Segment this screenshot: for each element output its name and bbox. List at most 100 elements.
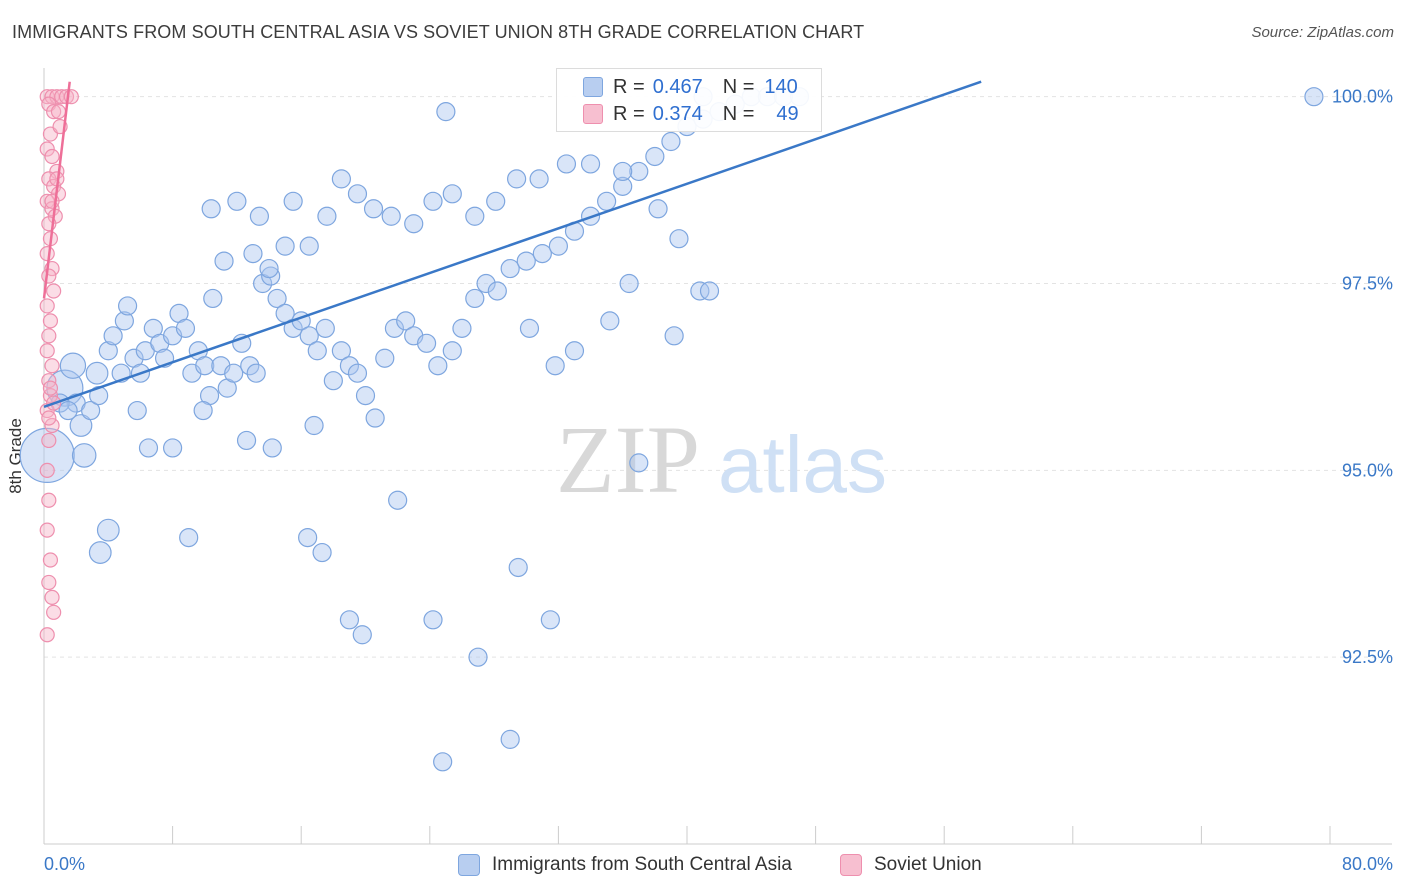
point-south-central-asia (347, 363, 368, 383)
point-south-central-asia (423, 610, 443, 630)
point-south-central-asia (307, 341, 327, 361)
trend-line-blue (43, 80, 982, 409)
point-south-central-asia (388, 490, 408, 510)
point-south-central-asia (404, 214, 424, 234)
point-south-central-asia (508, 557, 528, 578)
point-south-central-asia (465, 206, 485, 226)
point-south-central-asia (331, 341, 351, 361)
watermark-atlas: atlas (718, 420, 887, 509)
legend-r-label: R = (613, 102, 645, 125)
point-south-central-asia (699, 281, 720, 301)
point-soviet-union (41, 268, 57, 284)
point-south-central-asia (465, 288, 485, 309)
legend-n-label: N = (722, 102, 755, 125)
point-south-central-asia (629, 453, 649, 473)
stats-legend: R = 0.467 N = 140 R = 0.374 N = 49 (556, 68, 822, 132)
point-south-central-asia (532, 244, 552, 264)
point-south-central-asia (88, 541, 112, 564)
tick-labels: 92.5% 95.0% 97.5% 100.0% 0.0% 80.0% (44, 87, 1393, 874)
point-south-central-asia (214, 251, 234, 271)
y-tick-label: 92.5% (1342, 647, 1393, 667)
point-south-central-asia (500, 729, 520, 749)
point-south-central-asia (201, 199, 221, 219)
point-south-central-asia (433, 752, 453, 772)
point-south-central-asia (519, 318, 540, 338)
point-south-central-asia (486, 191, 506, 211)
point-south-central-asia (179, 527, 199, 548)
y-tick-label: 95.0% (1342, 460, 1393, 480)
point-south-central-asia (275, 236, 295, 256)
point-south-central-asia (507, 169, 527, 189)
legend-swatch-blue (583, 77, 603, 97)
watermark: ZIP atlas (556, 406, 887, 513)
point-south-central-asia (117, 296, 138, 316)
legend-label: Immigrants from South Central Asia (492, 854, 792, 875)
point-south-central-asia (19, 427, 75, 483)
point-south-central-asia (600, 311, 620, 331)
point-south-central-asia (261, 266, 281, 286)
point-south-central-asia (355, 386, 376, 406)
point-south-central-asia (304, 415, 324, 436)
grid-lines (44, 96, 1392, 658)
point-south-central-asia (423, 191, 443, 211)
point-south-central-asia (645, 146, 665, 167)
point-soviet-union (39, 462, 55, 478)
point-south-central-asia (540, 610, 560, 630)
point-south-central-asia (58, 400, 78, 421)
point-south-central-asia (267, 288, 287, 309)
point-south-central-asia (476, 273, 496, 294)
point-south-central-asia (365, 408, 385, 428)
point-south-central-asia (442, 341, 462, 361)
point-soviet-union (41, 328, 57, 344)
point-south-central-asia (487, 281, 507, 301)
legend-n-value: 140 (764, 75, 798, 98)
point-south-central-asia (312, 542, 332, 563)
x-tick-label: 80.0% (1342, 854, 1393, 874)
point-soviet-union (44, 417, 60, 434)
point-south-central-asia (347, 184, 368, 204)
point-soviet-union (39, 522, 55, 538)
point-south-central-asia (452, 318, 472, 338)
point-south-central-asia (1304, 87, 1324, 107)
point-south-central-asia (416, 333, 437, 353)
point-south-central-asia (352, 625, 372, 645)
point-south-central-asia (323, 371, 343, 391)
legend-item-soviet-union: Soviet Union (840, 852, 982, 878)
point-south-central-asia (690, 281, 710, 301)
point-south-central-asia (195, 356, 215, 376)
point-south-central-asia (442, 184, 462, 204)
point-south-central-asia (381, 206, 401, 226)
point-south-central-asia (299, 326, 319, 346)
point-south-central-asia (240, 356, 260, 376)
point-south-central-asia (597, 191, 617, 211)
point-soviet-union (39, 246, 55, 262)
point-soviet-union (42, 380, 59, 396)
point-south-central-asia (103, 326, 123, 346)
point-soviet-union (42, 313, 59, 329)
point-soviet-union (46, 104, 62, 120)
point-south-central-asia (298, 527, 318, 548)
point-soviet-union (50, 104, 67, 120)
point-south-central-asia (363, 199, 384, 219)
point-soviet-union (39, 193, 55, 209)
point-south-central-asia (619, 273, 639, 294)
y-tick-label: 100.0% (1332, 87, 1393, 107)
point-south-central-asia (500, 258, 520, 279)
point-south-central-asia (163, 438, 183, 458)
point-south-central-asia (613, 161, 633, 182)
point-south-central-asia (283, 191, 303, 211)
point-south-central-asia (548, 236, 569, 256)
point-south-central-asia (629, 161, 649, 182)
legend-r-label: R = (613, 75, 645, 98)
legend-item-south-central-asia: Immigrants from South Central Asia (458, 852, 792, 878)
point-south-central-asia (114, 311, 134, 331)
x-tick-label: 0.0% (44, 854, 85, 874)
point-south-central-asia (613, 176, 633, 196)
point-south-central-asia (331, 169, 351, 189)
point-south-central-asia (375, 348, 395, 368)
point-south-central-asia (339, 610, 360, 630)
point-south-central-asia (81, 400, 101, 421)
point-south-central-asia (227, 191, 247, 211)
trend-lines (42, 80, 982, 409)
